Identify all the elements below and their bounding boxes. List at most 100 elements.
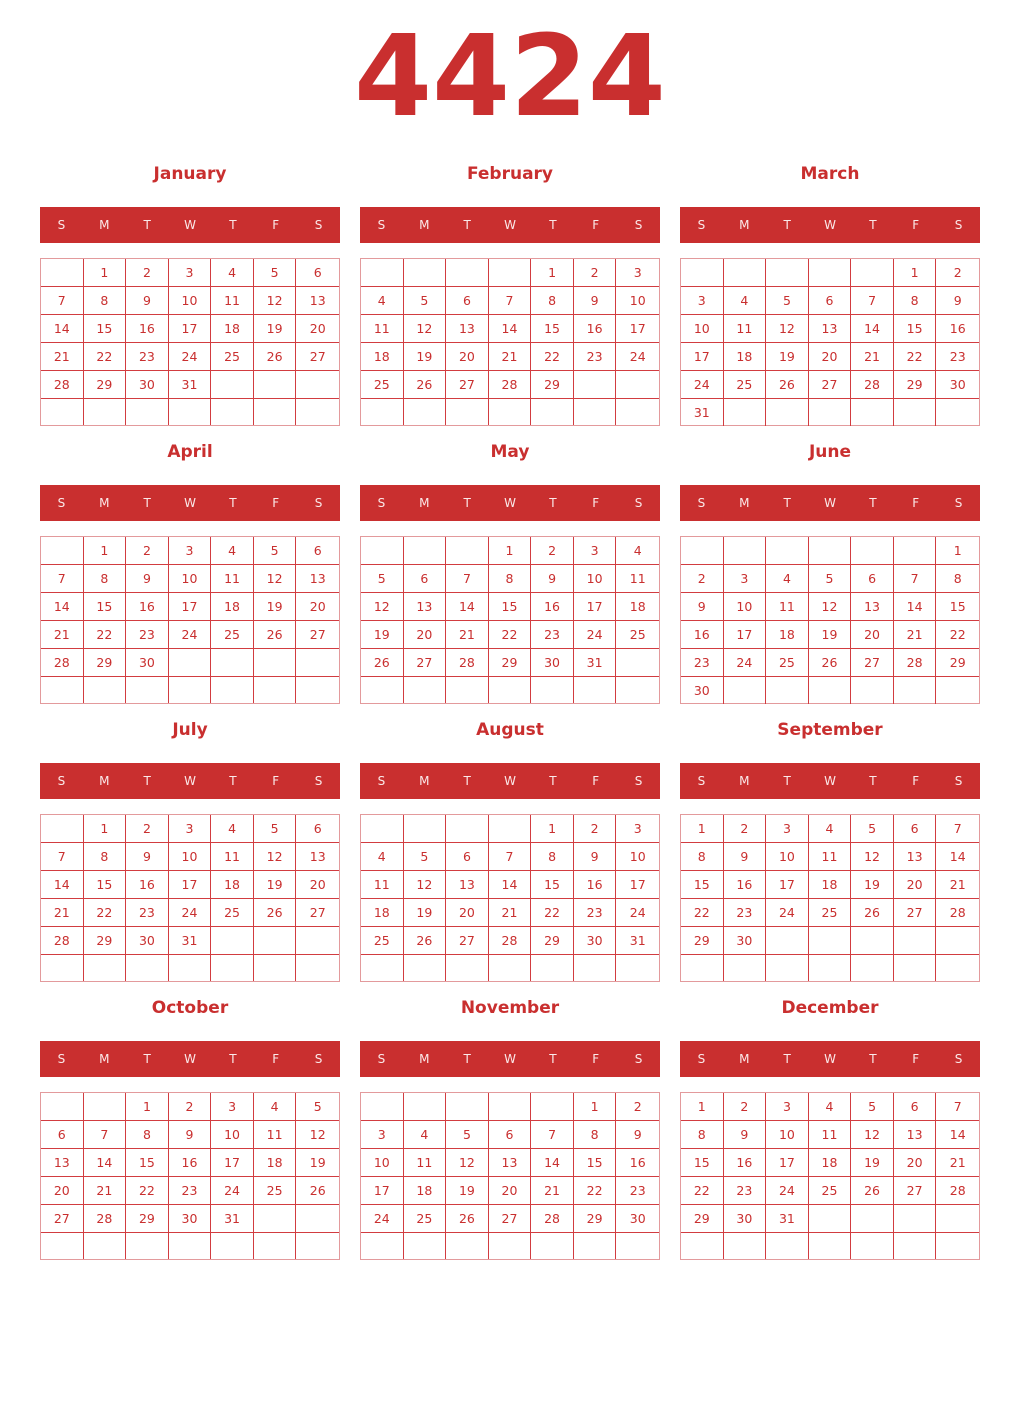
month-may: May S M T W T F S 1 2 3 4 5 6 7 8 9 10 11 12 13 14 15 16 17 18 19 2… bbox=[360, 435, 660, 704]
day-cell: 16 bbox=[936, 315, 979, 343]
day-cell: 2 bbox=[168, 1093, 212, 1121]
day-cell: 3 bbox=[681, 287, 724, 315]
day-cell bbox=[41, 955, 84, 981]
day-grid: 1 2 3 4 5 6 7 8 9 10 11 12 13 14 15 16 17 18 19 20 21 22 23 24 2… bbox=[360, 1092, 660, 1260]
day-cell: 14 bbox=[488, 871, 532, 899]
weekday-label: M bbox=[99, 1052, 110, 1066]
weekday-label: F bbox=[592, 774, 600, 788]
day-cell: 4 bbox=[253, 1093, 297, 1121]
weekday-label: T bbox=[869, 496, 877, 510]
day-cell: 10 bbox=[211, 1121, 254, 1149]
day-cell bbox=[446, 399, 489, 425]
day-cell: 11 bbox=[403, 1149, 447, 1177]
day-cell: 23 bbox=[936, 343, 979, 371]
day-cell bbox=[808, 537, 852, 565]
day-cell: 2 bbox=[531, 537, 574, 565]
day-cell: 18 bbox=[211, 593, 254, 621]
day-cell: 7 bbox=[488, 287, 532, 315]
day-cell: 25 bbox=[361, 927, 404, 955]
day-cell: 18 bbox=[616, 593, 659, 621]
day-cell bbox=[851, 259, 894, 287]
day-cell: 8 bbox=[681, 1121, 724, 1149]
day-cell: 27 bbox=[446, 927, 489, 955]
month-july: July S M T W T F S 1 2 3 4 5 6 7 8 9 10 11 12 13 14 15 16 17 18 19… bbox=[40, 713, 340, 982]
weekday-label: M bbox=[739, 774, 750, 788]
day-cell: 20 bbox=[893, 1149, 937, 1177]
weekday-label: W bbox=[504, 774, 516, 788]
day-cell bbox=[41, 259, 84, 287]
day-cell bbox=[41, 1093, 84, 1121]
day-cell: 28 bbox=[41, 649, 84, 677]
weekday-label: S bbox=[634, 496, 643, 510]
day-cell: 17 bbox=[723, 621, 767, 649]
day-cell: 6 bbox=[488, 1121, 532, 1149]
day-grid: 1 2 3 4 5 6 7 8 9 10 11 12 13 14 15 16 17 18 19 20 21 22 23 24 2… bbox=[40, 1092, 340, 1260]
day-cell: 21 bbox=[936, 871, 979, 899]
day-cell: 15 bbox=[488, 593, 532, 621]
weekday-label: T bbox=[783, 1052, 791, 1066]
day-cell bbox=[361, 399, 404, 425]
day-cell: 1 bbox=[488, 537, 532, 565]
day-cell bbox=[211, 371, 254, 399]
day-cell: 23 bbox=[723, 899, 767, 927]
day-cell: 25 bbox=[723, 371, 767, 399]
day-cell bbox=[809, 399, 852, 426]
day-cell: 24 bbox=[168, 621, 212, 649]
day-cell: 17 bbox=[168, 593, 212, 621]
weekday-label: S bbox=[57, 496, 66, 510]
weekday-label: F bbox=[272, 774, 280, 788]
day-grid: 1 2 3 4 5 6 7 8 9 10 11 12 13 14 15 16 17 18 19 20 21 22 23 24 2… bbox=[680, 1092, 980, 1260]
day-cell: 12 bbox=[851, 1121, 894, 1149]
day-cell: 21 bbox=[488, 899, 532, 927]
day-cell: 18 bbox=[808, 1149, 852, 1177]
weekday-label: T bbox=[869, 1052, 877, 1066]
day-cell: 15 bbox=[681, 871, 724, 899]
day-grid: 1 2 3 4 5 6 7 8 9 10 11 12 13 14 15 16 17 18 19 20 21 22 23 24 2… bbox=[40, 536, 340, 704]
day-cell: 11 bbox=[808, 843, 852, 871]
day-cell bbox=[851, 1205, 894, 1233]
day-cell bbox=[253, 1205, 297, 1233]
weekday-label: T bbox=[463, 1052, 471, 1066]
day-cell bbox=[766, 955, 809, 981]
month-title: April bbox=[167, 442, 213, 462]
day-cell: 3 bbox=[766, 815, 809, 843]
day-cell: 12 bbox=[296, 1121, 339, 1149]
day-cell: 5 bbox=[296, 1093, 339, 1121]
day-cell bbox=[531, 1233, 574, 1259]
day-cell: 25 bbox=[766, 649, 809, 677]
day-cell: 2 bbox=[573, 815, 617, 843]
day-cell: 3 bbox=[168, 815, 212, 843]
day-cell: 12 bbox=[403, 871, 447, 899]
day-cell bbox=[403, 259, 447, 287]
month-november: November S M T W T F S 1 2 3 4 5 6 7 8 9 10 11 12 13 14 15 16 17… bbox=[360, 991, 660, 1260]
day-cell bbox=[296, 371, 339, 399]
day-cell: 11 bbox=[723, 315, 767, 343]
day-cell: 31 bbox=[168, 927, 212, 955]
day-cell: 24 bbox=[616, 899, 659, 927]
day-cell: 17 bbox=[766, 871, 809, 899]
month-title: September bbox=[777, 720, 883, 740]
day-cell: 30 bbox=[573, 927, 617, 955]
day-cell: 13 bbox=[808, 315, 852, 343]
day-cell: 24 bbox=[361, 1205, 404, 1233]
day-cell: 31 bbox=[681, 399, 724, 426]
day-cell: 9 bbox=[168, 1121, 212, 1149]
day-cell: 29 bbox=[83, 371, 127, 399]
day-grid: 1 2 3 4 5 6 7 8 9 10 11 12 13 14 15 16 17 18 19 20 21 22 23 24 2… bbox=[680, 258, 980, 426]
weekday-label: T bbox=[549, 496, 557, 510]
day-cell bbox=[126, 1233, 169, 1259]
day-cell bbox=[253, 927, 297, 955]
day-cell bbox=[211, 927, 254, 955]
day-cell: 7 bbox=[41, 565, 84, 593]
day-cell: 2 bbox=[681, 565, 724, 593]
day-cell: 1 bbox=[126, 1093, 169, 1121]
day-cell: 10 bbox=[168, 287, 212, 315]
day-cell bbox=[489, 399, 532, 425]
day-cell: 26 bbox=[253, 343, 297, 371]
day-cell bbox=[851, 927, 894, 955]
weekday-label: T bbox=[869, 774, 877, 788]
day-cell: 9 bbox=[573, 287, 617, 315]
